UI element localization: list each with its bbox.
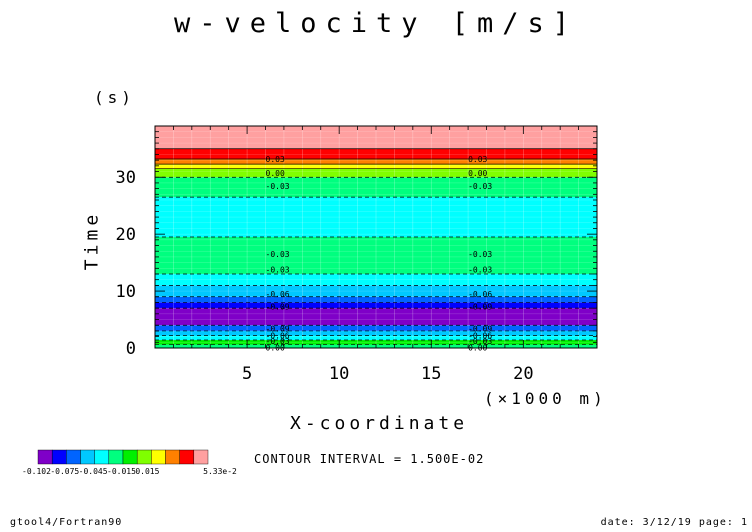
colorbar-swatch — [122, 449, 138, 465]
contour-band — [155, 148, 597, 160]
colorbar-swatch — [151, 449, 166, 465]
colorbar-swatch — [94, 449, 110, 465]
contour-label: 0.00 — [468, 169, 487, 178]
contour-band — [155, 335, 597, 341]
colorbar: -0.102 -0.075 -0.045 -0.015 0.015 5.33e-2 — [22, 449, 237, 476]
contour-label: -0.06 — [266, 290, 290, 299]
colorbar-label: -0.015 — [107, 467, 136, 476]
contour-label: -0.03 — [266, 250, 290, 259]
contour-band — [155, 302, 597, 309]
x-tick-label: 20 — [513, 364, 533, 384]
contour-band — [155, 197, 597, 237]
colorbar-label: -0.102 — [22, 467, 51, 476]
contour-band — [155, 308, 597, 326]
contour-band — [155, 274, 597, 286]
contour-label: -0.03 — [266, 182, 290, 191]
contour-label: 0.03 — [468, 155, 487, 164]
contour-bands — [155, 126, 597, 348]
x-tick-label: 5 — [242, 364, 252, 384]
contour-label: -0.06 — [468, 331, 492, 340]
y-tick-label: 20 — [116, 225, 136, 245]
footer-program: gtool4/Fortran90 — [10, 517, 123, 528]
colorbar-swatch — [108, 449, 124, 465]
contour-label: -0.03 — [266, 265, 290, 274]
contour-label: -0.09 — [468, 302, 492, 311]
contour-band — [155, 126, 597, 149]
contour-label: -0.03 — [468, 337, 492, 346]
contour-band — [155, 296, 597, 303]
contour-band — [155, 177, 597, 198]
contour-label: -0.09 — [266, 302, 290, 311]
y-tick-label: 10 — [116, 282, 136, 302]
x-tick-label: 10 — [329, 364, 349, 384]
chart-title: w-velocity [m/s] — [173, 8, 579, 39]
y-tick-label: 0 — [126, 339, 136, 359]
contour-band — [155, 159, 597, 165]
x-axis-unit: (×1000 m) — [484, 389, 607, 408]
colorbar-swatch — [193, 449, 209, 465]
contour-band — [155, 164, 597, 169]
contour-band — [155, 237, 597, 274]
colorbar-swatch — [80, 449, 95, 465]
contour-label: -0.03 — [468, 265, 492, 274]
contour-label: 0.00 — [266, 169, 285, 178]
colorbar-swatch — [37, 449, 53, 465]
colorbar-swatch — [136, 449, 152, 465]
contour-label: -0.09 — [468, 325, 492, 334]
contour-label: -0.03 — [266, 337, 290, 346]
y-tick-label: 30 — [116, 168, 136, 188]
contour-band — [155, 168, 597, 178]
contour-band — [155, 330, 597, 336]
colorbar-swatch — [165, 449, 180, 465]
contour-band — [155, 340, 597, 345]
contour-band — [155, 285, 597, 297]
axis-ticks — [155, 125, 597, 349]
colorbar-label: 5.33e-2 — [203, 467, 237, 476]
footer-date-page: date: 3/12/19 page: 1 — [600, 517, 748, 528]
contour-interval-text: CONTOUR INTERVAL = 1.500E-02 — [254, 452, 485, 466]
contour-label: -0.03 — [468, 250, 492, 259]
colorbar-swatch — [51, 449, 67, 465]
colorbar-label: -0.075 — [50, 467, 79, 476]
contour-band — [155, 325, 597, 331]
axis-tick-labels: 5 10 15 20 0 10 20 30 — [116, 168, 534, 384]
colorbar-label: 0.015 — [135, 467, 159, 476]
contour-label: -0.03 — [468, 182, 492, 191]
contour-label: -0.09 — [266, 325, 290, 334]
colorbar-label: -0.045 — [79, 467, 108, 476]
x-axis-label: X-coordinate — [290, 413, 469, 434]
x-tick-label: 15 — [421, 364, 441, 384]
y-axis-unit: (s) — [94, 88, 135, 107]
contour-label: -0.06 — [468, 290, 492, 299]
y-axis-label: Time — [81, 210, 103, 271]
contour-label: -0.06 — [266, 331, 290, 340]
colorbar-swatch — [179, 449, 195, 465]
colorbar-swatch — [66, 449, 81, 465]
contour-label: 0.03 — [266, 155, 285, 164]
